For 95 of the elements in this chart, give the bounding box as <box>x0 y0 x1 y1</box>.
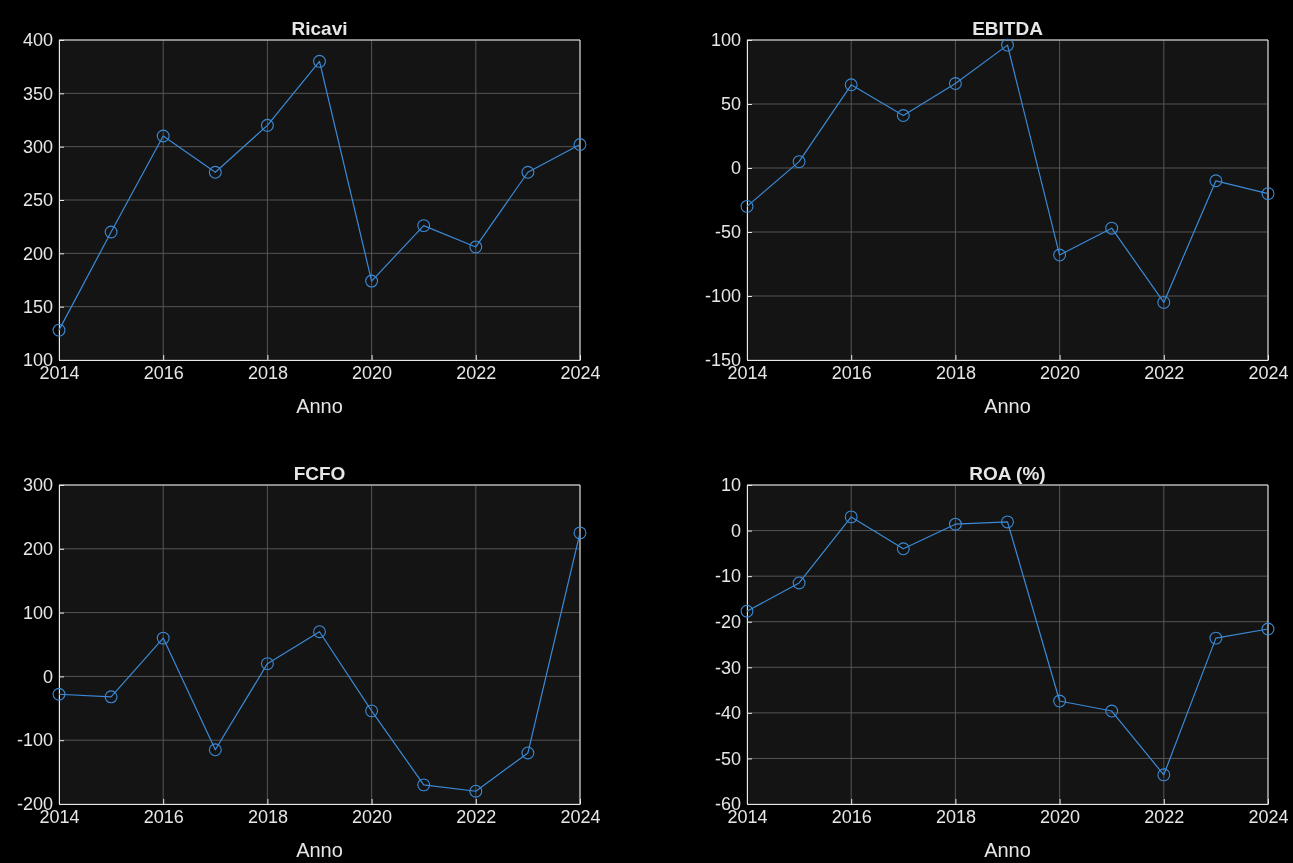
y-tick-label: -100 <box>16 730 53 751</box>
x-tick-label: 2016 <box>831 806 872 827</box>
point <box>1001 515 1014 529</box>
chart-title: Ricavi <box>291 18 348 39</box>
x-axis-title: Anno <box>296 839 343 861</box>
x-tick-label: 2018 <box>247 362 288 383</box>
point <box>260 118 274 132</box>
y-tick-label: 400 <box>22 30 53 51</box>
point <box>208 165 222 179</box>
point <box>469 784 483 798</box>
y-tick-label: 10 <box>720 475 741 496</box>
chart-title: FCFO <box>293 463 346 484</box>
y-tick-label: 50 <box>720 94 741 115</box>
x-tick-label: 2016 <box>831 362 872 383</box>
y-tick-label: 150 <box>22 296 53 317</box>
point <box>313 54 326 68</box>
point <box>260 657 274 671</box>
x-tick-label: 2018 <box>247 806 288 827</box>
point <box>52 323 66 337</box>
y-tick-label: 250 <box>22 190 53 211</box>
x-tick-label: 2016 <box>143 806 184 827</box>
point <box>365 274 379 288</box>
point <box>313 625 326 639</box>
chart-title: EBITDA <box>972 18 1044 39</box>
x-tick-label: 2022 <box>1144 806 1185 827</box>
y-tick-label: 0 <box>42 666 53 687</box>
x-tick-label: 2018 <box>935 362 976 383</box>
point <box>1053 248 1067 262</box>
point <box>740 199 754 213</box>
x-tick-label: 2020 <box>352 806 393 827</box>
y-tick-label: 200 <box>22 539 53 560</box>
x-tick-label: 2024 <box>1248 806 1289 827</box>
x-tick-label: 2020 <box>1040 806 1081 827</box>
point <box>104 225 118 239</box>
point <box>104 690 118 704</box>
y-tick-label: -20 <box>714 611 741 632</box>
y-tick-label: 100 <box>710 30 741 51</box>
y-tick-label: 100 <box>22 602 53 623</box>
x-tick-label: 2022 <box>456 806 497 827</box>
point <box>1053 694 1067 708</box>
x-tick-label: 2022 <box>1144 362 1185 383</box>
y-tick-label: -50 <box>714 222 741 243</box>
point <box>948 77 962 90</box>
point <box>792 576 806 590</box>
x-tick-label: 2022 <box>456 362 497 383</box>
point <box>1209 174 1223 188</box>
point <box>896 542 910 556</box>
y-tick-label: -30 <box>714 657 741 678</box>
point <box>948 517 962 531</box>
x-tick-label: 2020 <box>352 362 393 383</box>
y-tick-label: -100 <box>704 286 741 307</box>
point <box>896 109 910 122</box>
x-tick-label: 2016 <box>143 362 184 383</box>
y-tick-label: 0 <box>730 520 741 541</box>
x-tick-label: 2024 <box>1248 362 1289 383</box>
point <box>573 138 587 151</box>
point <box>573 526 587 540</box>
point <box>740 604 754 618</box>
point <box>417 778 431 792</box>
x-tick-label: 2024 <box>560 806 601 827</box>
point <box>1261 187 1275 201</box>
point <box>1157 768 1171 782</box>
point <box>52 687 66 701</box>
chart-title: ROA (%) <box>969 463 1046 484</box>
point <box>1209 631 1223 645</box>
x-axis-title: Anno <box>984 839 1031 861</box>
x-axis-title: Anno <box>296 395 343 417</box>
point <box>1105 221 1119 235</box>
point <box>156 129 170 143</box>
x-tick-label: 2024 <box>560 362 601 383</box>
y-tick-label: -50 <box>714 748 741 769</box>
x-tick-label: 2018 <box>935 806 976 827</box>
point <box>365 704 379 718</box>
x-axis-title: Anno <box>984 395 1031 417</box>
point <box>844 510 858 524</box>
x-tick-label: 2020 <box>1040 362 1081 383</box>
y-tick-label: 0 <box>730 158 741 179</box>
y-tick-label: -40 <box>714 703 741 724</box>
point <box>521 165 535 179</box>
y-tick-label: 350 <box>22 83 53 104</box>
point <box>521 746 535 760</box>
point <box>1001 38 1014 52</box>
y-tick-label: 300 <box>22 136 53 157</box>
y-tick-label: 200 <box>22 243 53 264</box>
point <box>1157 295 1171 309</box>
point <box>1261 622 1275 636</box>
point <box>208 743 222 757</box>
y-tick-label: 300 <box>22 475 53 496</box>
y-tick-label: -10 <box>714 566 741 587</box>
point <box>1105 704 1119 718</box>
point <box>156 631 170 645</box>
point <box>792 155 806 169</box>
point <box>469 240 483 254</box>
point <box>844 78 858 92</box>
point <box>417 219 431 233</box>
